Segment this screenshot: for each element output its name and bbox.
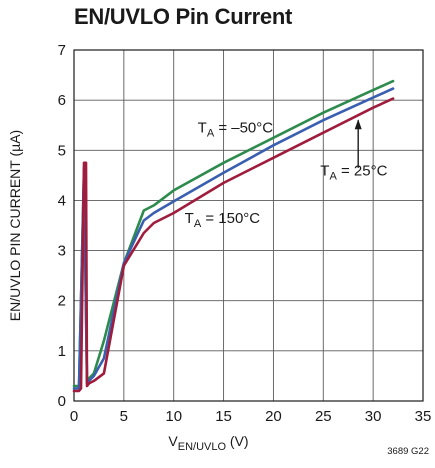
annotation-arrow-head	[354, 119, 362, 130]
series-annotation: TA = 150°C	[185, 210, 261, 230]
y-tick-label: 6	[58, 92, 66, 109]
y-tick-label: 7	[58, 42, 66, 59]
y-tick-label: 3	[58, 243, 66, 260]
x-tick-label: 35	[415, 408, 432, 425]
x-tick-label: 30	[365, 408, 382, 425]
x-axis-label: VEN/UVLO (V)	[168, 433, 248, 453]
x-tick-label: 5	[120, 408, 128, 425]
y-tick-label: 4	[58, 192, 66, 209]
x-tick-label: 0	[70, 408, 78, 425]
series-line	[72, 97, 395, 393]
series-annotation: TA = –50°C	[198, 120, 274, 140]
x-tick-label: 20	[265, 408, 282, 425]
y-axis-label: EN/UVLO PIN CURRENT (µA)	[7, 130, 23, 321]
y-tick-label: 0	[58, 393, 66, 410]
y-tick-label: 5	[58, 142, 66, 159]
chart-title: EN/UVLO Pin Current	[74, 4, 292, 29]
x-tick-label: 25	[315, 408, 332, 425]
x-tick-label: 10	[165, 408, 182, 425]
y-tick-label: 1	[58, 343, 66, 360]
figure-code: 3689 G22	[387, 446, 429, 457]
x-tick-label: 15	[215, 408, 232, 425]
y-tick-label: 2	[58, 293, 66, 310]
series-annotation: TA = 25°C	[320, 162, 387, 182]
plot-frame	[73, 49, 424, 402]
